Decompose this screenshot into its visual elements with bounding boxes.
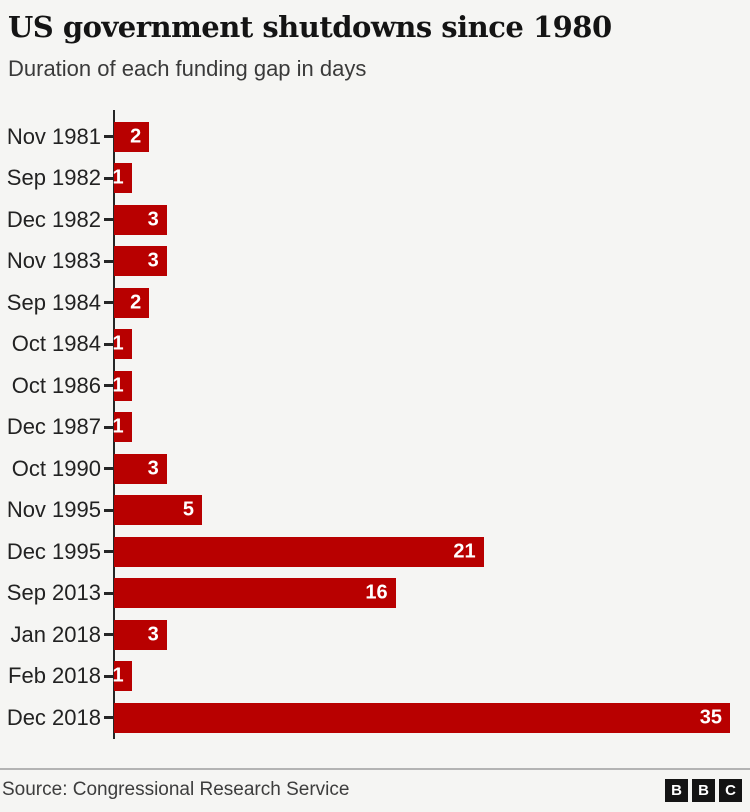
source-text: Source: Congressional Research Service — [2, 779, 350, 800]
chart-title: US government shutdowns since 1980 — [8, 10, 612, 44]
bar: 5 — [114, 495, 202, 526]
category-label: Sep 1984 — [6, 289, 101, 315]
category-label: Oct 1986 — [11, 372, 101, 398]
category-label: Jan 2018 — [10, 621, 101, 647]
chart-row: Jan 2018 3 — [0, 614, 750, 656]
category-label: Sep 2013 — [6, 580, 101, 606]
bar-value-label: 1 — [112, 664, 124, 687]
bar: 1 — [112, 661, 132, 692]
bar-value-label: 3 — [147, 457, 159, 480]
tick-mark — [104, 384, 113, 388]
bar: 35 — [114, 702, 730, 733]
chart-row: Dec 1987 1 — [0, 407, 750, 449]
bar-value-label: 2 — [130, 291, 142, 314]
bar-value-label: 1 — [112, 415, 124, 438]
bar: 3 — [114, 204, 167, 235]
bar-value-label: 2 — [130, 125, 142, 148]
bar-value-label: 16 — [365, 581, 388, 604]
bar: 2 — [114, 121, 150, 152]
tick-mark — [104, 633, 113, 637]
bar-chart: Nov 1981 2 Sep 1982 1 Dec 1982 3 Nov 1983 3 Sep … — [0, 110, 750, 739]
tick-mark — [104, 218, 113, 222]
tick-mark — [104, 176, 113, 180]
bar: 3 — [114, 453, 167, 484]
bar-value-label: 1 — [112, 166, 124, 189]
chart-row: Nov 1995 5 — [0, 490, 750, 532]
bbc-logo-block: B — [692, 778, 715, 802]
category-label: Nov 1995 — [6, 497, 101, 523]
bar: 1 — [112, 163, 132, 194]
tick-mark — [104, 508, 113, 512]
tick-mark — [104, 259, 113, 263]
bar-value-label: 35 — [699, 706, 722, 729]
bar: 21 — [114, 536, 484, 567]
bar: 2 — [114, 287, 150, 318]
chart-row: Sep 1982 1 — [0, 158, 750, 200]
bbc-logo-block: C — [719, 778, 742, 802]
chart-row: Oct 1986 1 — [0, 365, 750, 407]
tick-mark — [104, 135, 113, 139]
chart-row: Sep 2013 16 — [0, 573, 750, 615]
chart-subtitle: Duration of each funding gap in days — [8, 56, 367, 81]
chart-row: Dec 1995 21 — [0, 531, 750, 573]
tick-mark — [104, 674, 113, 678]
bar-value-label: 5 — [182, 498, 194, 521]
category-label: Dec 2018 — [6, 704, 101, 730]
bbc-logo-block: B — [665, 778, 688, 802]
tick-mark — [104, 467, 113, 471]
chart-row: Nov 1981 2 — [0, 116, 750, 158]
chart-row: Dec 1982 3 — [0, 199, 750, 241]
bar-rows: Nov 1981 2 Sep 1982 1 Dec 1982 3 Nov 1983 3 Sep … — [0, 116, 750, 739]
category-label: Sep 1982 — [6, 165, 101, 191]
bar-value-label: 3 — [147, 249, 159, 272]
chart-row: Oct 1990 3 — [0, 448, 750, 490]
tick-mark — [104, 301, 113, 305]
bar: 1 — [112, 412, 132, 443]
chart-row: Nov 1983 3 — [0, 241, 750, 283]
bar: 1 — [112, 329, 132, 360]
category-label: Oct 1990 — [11, 455, 101, 481]
bar-value-label: 1 — [112, 374, 124, 397]
tick-mark — [104, 716, 113, 720]
category-label: Dec 1995 — [6, 538, 101, 564]
bar: 1 — [112, 370, 132, 401]
category-label: Feb 2018 — [8, 663, 101, 689]
category-label: Dec 1982 — [6, 206, 101, 232]
bar: 16 — [114, 578, 396, 609]
bar: 3 — [114, 619, 167, 650]
tick-mark — [104, 591, 113, 595]
bar-value-label: 21 — [453, 540, 476, 563]
category-label: Nov 1981 — [6, 123, 101, 149]
bar-value-label: 1 — [112, 332, 124, 355]
tick-mark — [104, 425, 113, 429]
category-label: Dec 1987 — [6, 414, 101, 440]
chart-footer: Source: Congressional Research Service B… — [0, 770, 750, 802]
chart-row: Feb 2018 1 — [0, 656, 750, 698]
category-label: Nov 1983 — [6, 248, 101, 274]
chart-header: US government shutdowns since 1980 Durat… — [0, 0, 750, 82]
chart-row: Dec 2018 35 — [0, 697, 750, 739]
chart-row: Oct 1984 1 — [0, 324, 750, 366]
category-label: Oct 1984 — [11, 331, 101, 357]
tick-mark — [104, 342, 113, 346]
chart-row: Sep 1984 2 — [0, 282, 750, 324]
tick-mark — [104, 550, 113, 554]
bar-value-label: 3 — [147, 208, 159, 231]
bar-value-label: 3 — [147, 623, 159, 646]
footer-divider — [0, 767, 750, 770]
bar: 3 — [114, 246, 167, 277]
